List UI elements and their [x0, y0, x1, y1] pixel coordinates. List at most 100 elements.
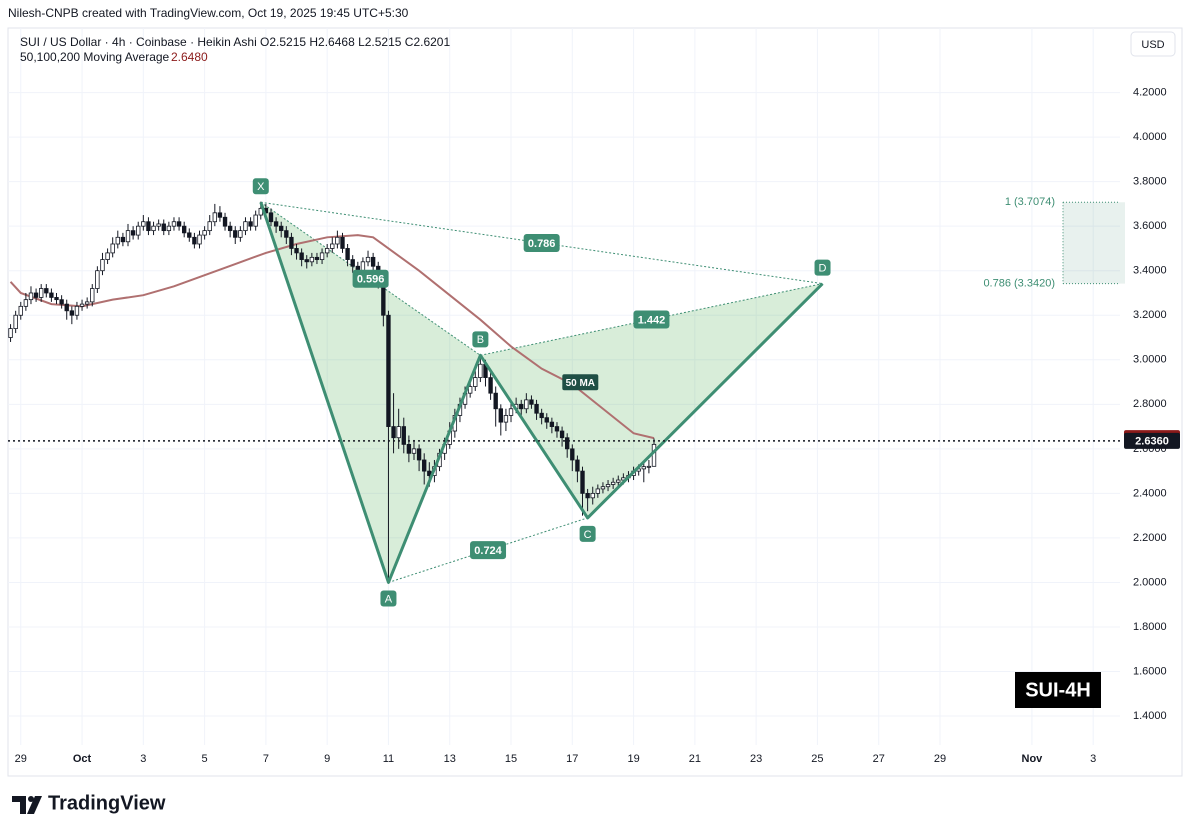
watermark: SUI-4H — [1025, 679, 1091, 701]
candle-body — [8, 328, 13, 338]
candle-body — [18, 305, 23, 316]
point-label: D — [819, 263, 827, 275]
candle-body — [559, 430, 565, 439]
candle-body — [130, 230, 136, 236]
candle-body — [284, 230, 289, 238]
candle-body — [544, 417, 549, 423]
candle-body — [110, 243, 115, 254]
point-label-box — [252, 178, 269, 195]
candle-body — [605, 484, 611, 488]
watermark-box — [1015, 672, 1101, 708]
candle-body — [95, 270, 100, 289]
ratio-label-box — [633, 310, 670, 329]
candle-body — [171, 221, 177, 227]
candle-body — [590, 492, 595, 499]
candle-body — [314, 256, 320, 260]
candle-body — [360, 261, 366, 272]
candle-body — [136, 225, 141, 236]
credit: Nilesh-CNPB created with TradingView.com… — [8, 6, 409, 20]
candle-body — [473, 377, 478, 387]
candle-body — [176, 221, 182, 227]
candle-body — [289, 236, 294, 249]
ratio-label: 0.724 — [474, 545, 502, 557]
x-tick-label: 23 — [750, 753, 762, 765]
x-tick-label: 9 — [324, 753, 330, 765]
candle-body — [39, 288, 44, 298]
candle-body — [575, 459, 580, 472]
x-tick-label: 7 — [263, 753, 269, 765]
candle-body — [54, 297, 59, 301]
candle-body — [84, 301, 90, 305]
candle-body — [59, 299, 64, 305]
candle-body — [217, 212, 223, 218]
y-tick-label: 3.4000 — [1133, 265, 1167, 277]
candle-body — [319, 252, 325, 260]
x-tick-label: 29 — [934, 753, 946, 765]
candle-body — [279, 225, 284, 232]
candle-body — [396, 426, 401, 439]
level-zone — [1063, 202, 1125, 284]
candle-body — [406, 443, 412, 454]
candle-body — [519, 403, 524, 410]
candle-body — [44, 288, 49, 294]
ratio-label-box — [470, 541, 507, 560]
candle-body — [100, 259, 105, 272]
candle-body — [115, 236, 120, 245]
ma-label-box — [562, 374, 599, 391]
currency-label[interactable]: USD — [1141, 39, 1164, 51]
candle-body — [493, 392, 498, 410]
candle-body — [391, 426, 396, 439]
candle-body — [370, 256, 376, 267]
y-tick-label: 1.8000 — [1133, 621, 1167, 633]
x-tick-label: 27 — [873, 753, 885, 765]
candle-body — [90, 288, 95, 303]
candle-body — [503, 415, 509, 423]
candle-body — [416, 448, 422, 461]
x-tick-label: Nov — [1022, 753, 1044, 765]
ratio-label: 0.596 — [357, 274, 385, 286]
y-tick-label: 2.0000 — [1133, 576, 1167, 588]
candle-body — [585, 492, 590, 499]
candle-body — [120, 236, 126, 243]
y-tick-label: 4.2000 — [1133, 86, 1167, 98]
pattern-dotted-line — [260, 201, 823, 285]
candle-body — [243, 221, 248, 232]
x-tick-label: 15 — [505, 753, 517, 765]
candle-body — [69, 310, 75, 316]
candle-body — [141, 221, 146, 227]
logo-part — [28, 796, 34, 802]
candle-body — [610, 481, 616, 485]
y-tick-label: 2.8000 — [1133, 398, 1167, 410]
x-tick-label: 3 — [140, 753, 146, 765]
currency-button[interactable] — [1130, 31, 1176, 57]
candle-body — [350, 259, 355, 267]
candle-body — [411, 448, 417, 454]
x-tick-label: 5 — [202, 753, 208, 765]
point-label: B — [477, 334, 484, 346]
x-tick-label: 29 — [15, 753, 27, 765]
point-label: X — [257, 181, 265, 193]
ratio-label: 0.786 — [528, 238, 556, 250]
point-label-box — [579, 525, 596, 542]
candle-body — [478, 363, 483, 378]
x-tick-label: 19 — [627, 753, 639, 765]
candle-body — [595, 488, 601, 494]
candle-body — [248, 221, 253, 227]
candle-body — [508, 408, 514, 416]
candle-body — [646, 465, 652, 468]
candle-body — [202, 230, 207, 236]
x-tick-label: 11 — [383, 753, 394, 765]
price-tag-label: 2.6360 — [1135, 436, 1169, 448]
level-label: 1 (3.7074) — [1005, 196, 1055, 208]
candle-body — [253, 214, 258, 227]
candle-body — [166, 225, 172, 232]
candle-body — [33, 292, 39, 298]
candle-body — [181, 225, 187, 234]
candle-body — [64, 303, 69, 312]
candle-body — [309, 256, 315, 263]
point-label-box — [380, 590, 397, 607]
branding: TradingView — [48, 792, 166, 814]
candle-body — [28, 292, 34, 301]
